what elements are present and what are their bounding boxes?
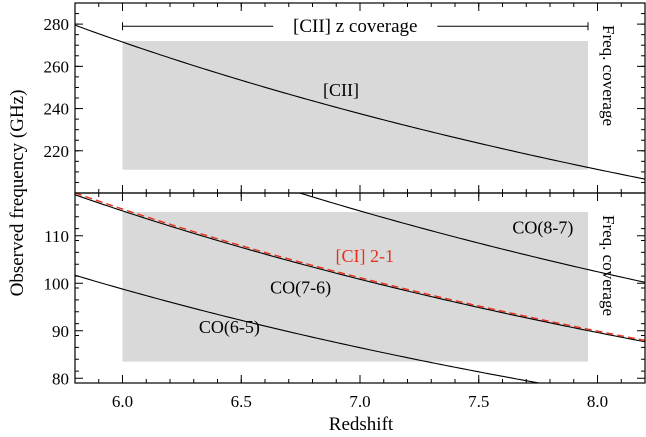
x-tick-label: 6.5 — [231, 392, 252, 411]
series-line-0 — [75, 24, 645, 180]
bottom-panel: CO(8-7) CO(7-6)[CI] 2-1 CO(6-5) Freq. cove… — [44, 192, 646, 411]
x-tick-label: 6.0 — [112, 392, 133, 411]
x-tick-label: 7.0 — [349, 392, 370, 411]
y-tick-label: 220 — [44, 142, 70, 161]
y-tick-label: 280 — [44, 15, 70, 34]
top-panel: [CII] [CII] z coverage Freq. coverage 22… — [44, 2, 646, 194]
y-tick-label: 260 — [44, 57, 70, 76]
x-axis-label: Redshift — [329, 414, 394, 435]
y-tick-label: 80 — [52, 369, 69, 388]
y-tick-label: 240 — [44, 100, 70, 119]
redshift-coverage-label: [CII] z coverage — [293, 16, 417, 37]
redshift-coverage-bar: [CII] z coverage — [122, 16, 589, 37]
freq-coverage-label-bottom: Freq. coverage — [599, 215, 618, 316]
freq-coverage-label-top: Freq. coverage — [599, 25, 618, 126]
series-label-0: [CII] — [323, 80, 359, 100]
series-line-2 — [75, 193, 645, 342]
x-tick-label: 7.5 — [468, 392, 489, 411]
x-tick-label: 8.0 — [587, 392, 608, 411]
top-coverage-band — [122, 41, 588, 170]
series-label-3: CO(6-5) — [199, 317, 260, 338]
y-tick-label: 100 — [44, 274, 70, 293]
bottom-panel-frame — [74, 192, 646, 384]
y-tick-label: 110 — [44, 227, 69, 246]
series-label-0: CO(8-7) — [512, 217, 573, 238]
series-line-3 — [75, 274, 542, 383]
y-tick-label: 90 — [52, 322, 69, 341]
y-axis-label: Observed frequency (GHz) — [7, 90, 28, 297]
series-label-2: [CI] 2-1 — [336, 246, 394, 266]
bottom-coverage-band — [122, 212, 588, 362]
series-label-1: CO(7-6) — [270, 278, 331, 299]
series-line-1 — [75, 194, 645, 343]
series-line-0 — [297, 193, 645, 283]
